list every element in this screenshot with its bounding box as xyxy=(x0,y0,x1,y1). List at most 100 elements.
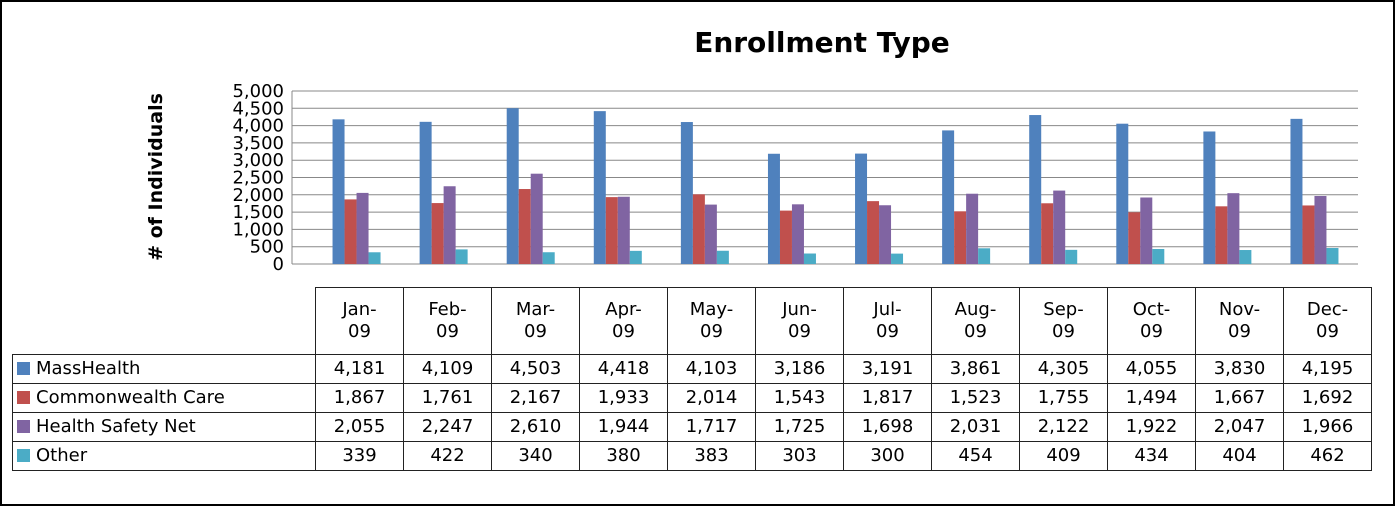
x-tick-label: Sep-09 xyxy=(1043,299,1084,342)
bar xyxy=(716,250,729,264)
legend-key xyxy=(17,449,30,462)
value-cell: 404 xyxy=(1195,441,1284,471)
table-row: Commonwealth Care 1,867 1,761 2,167 1,933 2,0… xyxy=(12,383,1372,413)
bar xyxy=(542,252,555,264)
value-cell: 4,195 xyxy=(1283,354,1372,384)
y-tick-label: 1,000 xyxy=(232,219,284,240)
y-tick-label: 3,000 xyxy=(232,150,284,171)
bar xyxy=(518,189,531,264)
bar xyxy=(1227,193,1240,264)
bar xyxy=(978,248,991,264)
x-tick-label: Mar-09 xyxy=(515,299,556,342)
bar xyxy=(1326,248,1339,264)
value-cell: 2,610 xyxy=(491,412,580,442)
table-row: Other 339 422 340 380 383 303 300 454 409 434 404 46… xyxy=(12,441,1372,471)
value-cell: 4,503 xyxy=(491,354,580,384)
value-cell: 422 xyxy=(403,441,492,471)
value-cell: 2,047 xyxy=(1195,412,1284,442)
bar xyxy=(779,210,792,264)
bar xyxy=(419,121,432,264)
bar xyxy=(530,173,543,264)
value-cell: 434 xyxy=(1107,441,1196,471)
bar xyxy=(1152,248,1165,264)
legend-cell: Commonwealth Care xyxy=(12,383,316,413)
legend-label: MassHealth xyxy=(36,358,141,379)
category-cell: Sep-09 xyxy=(1019,287,1108,355)
legend-cell: MassHealth xyxy=(12,354,316,384)
bar xyxy=(692,194,705,264)
bar xyxy=(356,192,369,264)
legend-key xyxy=(17,420,30,433)
x-tick-label: Aug-09 xyxy=(954,299,997,342)
category-cell: Aug-09 xyxy=(931,287,1020,355)
bar xyxy=(680,122,693,265)
bar xyxy=(791,204,804,264)
value-cell: 2,055 xyxy=(315,412,404,442)
value-cell: 340 xyxy=(491,441,580,471)
y-tick-label: 5,000 xyxy=(232,81,284,102)
bar xyxy=(954,211,967,264)
value-cell: 2,014 xyxy=(667,383,756,413)
x-tick-label: Jan-09 xyxy=(342,299,377,342)
value-cell: 4,181 xyxy=(315,354,404,384)
bar xyxy=(1041,203,1054,264)
value-cell: 1,922 xyxy=(1107,412,1196,442)
value-cell: 1,944 xyxy=(579,412,668,442)
value-cell: 1,933 xyxy=(579,383,668,413)
value-cell: 3,191 xyxy=(843,354,932,384)
y-tick-label: 2,000 xyxy=(232,185,284,206)
chart: Enrollment Type # of Individuals 05001,0… xyxy=(145,26,1358,275)
bar xyxy=(1116,123,1129,265)
legend-cell: Other xyxy=(12,441,316,471)
value-cell: 4,305 xyxy=(1019,354,1108,384)
y-tick-label: 2,500 xyxy=(232,168,284,189)
category-cell: Feb-09 xyxy=(403,287,492,355)
bar xyxy=(1140,197,1153,264)
value-cell: 1,692 xyxy=(1283,383,1372,413)
bar xyxy=(455,249,468,264)
value-cell: 1,817 xyxy=(843,383,932,413)
category-cell: Nov-09 xyxy=(1195,287,1284,355)
legend-cell: Health Safety Net xyxy=(12,412,316,442)
value-cell: 454 xyxy=(931,441,1020,471)
bar xyxy=(1215,206,1228,264)
x-tick-label: Jun-09 xyxy=(782,299,817,342)
legend-label: Other xyxy=(36,445,88,466)
value-cell: 1,717 xyxy=(667,412,756,442)
bar xyxy=(593,111,606,264)
value-cell: 4,055 xyxy=(1107,354,1196,384)
chart-title: Enrollment Type xyxy=(694,26,950,59)
bar xyxy=(1314,195,1327,264)
bar xyxy=(332,119,345,264)
bar xyxy=(1290,118,1303,264)
bar xyxy=(506,108,519,264)
value-cell: 1,543 xyxy=(755,383,844,413)
value-cell: 3,830 xyxy=(1195,354,1284,384)
bar xyxy=(855,153,868,264)
legend-key xyxy=(17,362,30,375)
category-cell: May-09 xyxy=(667,287,756,355)
bar xyxy=(1065,249,1078,264)
table-row: MassHealth 4,181 4,109 4,503 4,418 4,103 3,186… xyxy=(12,354,1372,384)
value-cell: 2,031 xyxy=(931,412,1020,442)
bar xyxy=(1302,205,1315,264)
value-cell: 2,167 xyxy=(491,383,580,413)
value-cell: 1,761 xyxy=(403,383,492,413)
x-tick-label: Jul-09 xyxy=(873,299,902,342)
bar xyxy=(891,253,904,264)
bar xyxy=(803,253,816,264)
value-cell: 1,966 xyxy=(1283,412,1372,442)
category-cell: Dec-09 xyxy=(1283,287,1372,355)
bar xyxy=(942,130,955,264)
legend-key xyxy=(17,391,30,404)
y-tick-label: 0 xyxy=(273,254,284,275)
value-cell: 1,755 xyxy=(1019,383,1108,413)
value-cell: 383 xyxy=(667,441,756,471)
x-tick-label: May-09 xyxy=(689,299,734,342)
bar xyxy=(1239,250,1252,264)
value-cell: 462 xyxy=(1283,441,1372,471)
bar xyxy=(1029,115,1042,264)
value-cell: 3,186 xyxy=(755,354,844,384)
x-tick-label: Apr-09 xyxy=(605,299,642,342)
bar xyxy=(605,197,618,264)
